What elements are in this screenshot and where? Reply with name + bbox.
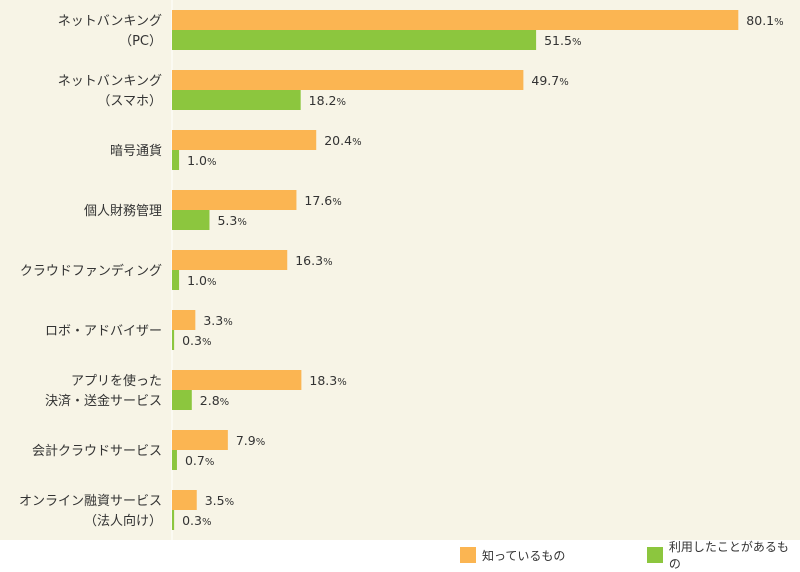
data-label-used: 18.2% [309,93,346,108]
legend-swatch-used [647,547,663,563]
category-label: ネットバンキング （PC） [58,14,162,49]
category-label: オンライン融資サービス （法人向け） [19,494,162,529]
data-label-known: 7.9% [236,433,265,448]
data-label-used: 2.8% [200,393,229,408]
bar-known [172,310,196,330]
bar-known [172,190,297,210]
category-label: 会計クラウドサービス [32,443,162,459]
bar-known [172,70,524,90]
category-label: クラウドファンディング [20,263,162,279]
bar-chart: ネットバンキング （PC） 80.1% 51.5% ネットバンキング （スマホ） 49.7%… [19,0,784,540]
data-label-known: 16.3% [295,253,332,268]
data-label-known: 18.3% [309,373,346,388]
bar-known [172,250,288,270]
data-label-known: 3.3% [203,313,232,328]
bar-used [172,30,537,50]
bar-known [172,370,302,390]
bar-known [172,430,228,450]
category-label-line: （法人向け） [84,513,162,529]
bar-used [172,90,301,110]
legend: 知っているもの 利用したことがあるもの [0,540,800,571]
category-label: 暗号通貨 [110,143,162,159]
data-label-used: 1.0% [187,153,216,168]
bar-known [172,490,197,510]
category-label: ネットバンキング （スマホ） [58,74,162,109]
bar-used [172,510,175,530]
data-label-known: 17.6% [304,193,341,208]
chart-area: ネットバンキング （PC） 80.1% 51.5% ネットバンキング （スマホ） 49.7%… [0,0,800,540]
category-label-line: オンライン融資サービス [19,494,162,509]
category-label-line: ネットバンキング [58,74,162,89]
data-label-known: 80.1% [746,13,783,28]
data-label-known: 3.5% [205,493,234,508]
category-label-line: アプリを使った [71,373,162,389]
category-label-line: （PC） [119,34,162,49]
data-label-used: 5.3% [217,213,246,228]
data-label-used: 0.7% [185,453,214,468]
category-label: アプリを使った決済・送金サービス [45,373,162,409]
legend-item-used: 利用したことがあるもの [647,540,800,571]
legend-label-known: 知っているもの [482,548,566,563]
category-label-line: （スマホ） [97,94,162,109]
legend-item-known: 知っているもの [460,546,565,564]
data-label-used: 1.0% [187,273,216,288]
data-label-known: 20.4% [324,133,361,148]
category-label: ロボ・アドバイザー [45,324,162,339]
legend-swatch-known [460,547,476,563]
bar-used [172,270,180,290]
data-label-used: 51.5% [544,33,581,48]
bar-used [172,330,175,350]
bar-known [172,130,317,150]
bar-used [172,150,180,170]
data-label-known: 49.7% [531,73,568,88]
category-label-line: ネットバンキング [58,14,162,29]
bar-known [172,10,739,30]
category-label: 個人財務管理 [84,204,162,219]
legend-label-used: 利用したことがあるもの [668,540,789,571]
category-label-line: 決済・送金サービス [45,393,162,409]
bar-used [172,450,177,470]
bar-used [172,390,192,410]
data-label-used: 0.3% [182,333,211,348]
data-label-used: 0.3% [182,513,211,528]
bar-used [172,210,210,230]
